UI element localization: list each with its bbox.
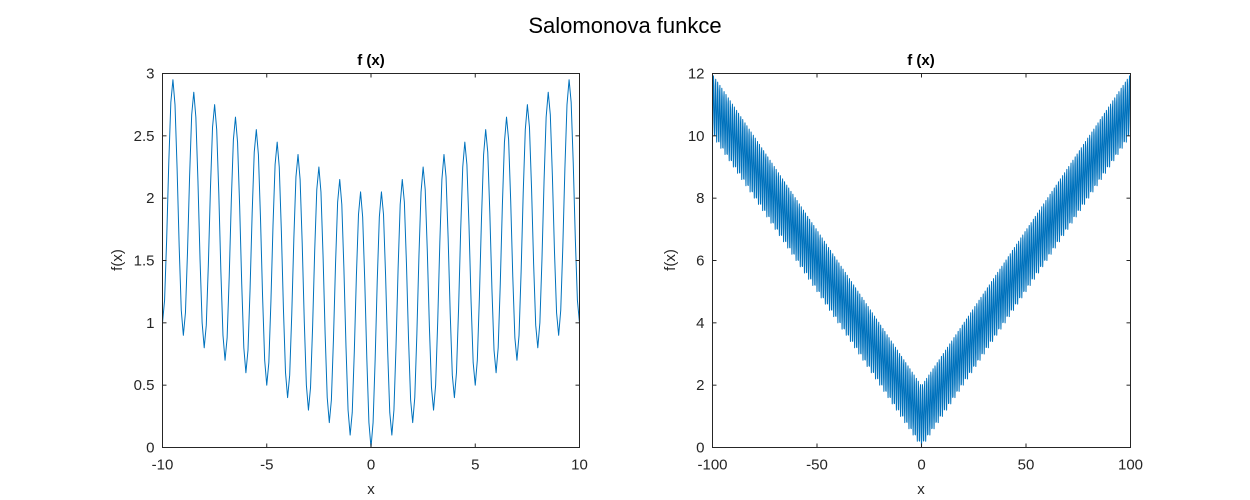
right-series-line — [712, 75, 1131, 448]
left-y-tick-label: 0.5 — [134, 377, 155, 394]
right-plot-x-label: x — [917, 481, 925, 498]
left-plot-x-ticks: -10 -5 0 5 10 — [152, 73, 588, 474]
right-x-tick-label: -100 — [697, 457, 727, 474]
left-plot-axes-box — [162, 73, 580, 448]
left-x-tick-label: -10 — [152, 457, 174, 474]
left-y-tick-label: 1.5 — [134, 253, 155, 270]
right-plot: f (x) -100 -50 0 50 100 0 2 4 6 8 10 12 x f(x) — [662, 52, 1143, 498]
right-plot-axes-box — [712, 73, 1131, 448]
left-y-tick-label: 1 — [146, 315, 154, 332]
right-y-tick-label: 6 — [696, 253, 704, 270]
right-y-tick-label: 2 — [696, 377, 704, 394]
right-y-tick-label: 8 — [696, 190, 704, 207]
right-plot-y-label: f(x) — [662, 249, 679, 271]
left-plot-line — [162, 79, 580, 448]
left-y-tick-label: 2 — [146, 190, 154, 207]
right-plot-x-ticks: -100 -50 0 50 100 — [697, 73, 1143, 474]
left-y-tick-label: 2.5 — [134, 128, 155, 145]
figure-title: Salomonova funkce — [528, 13, 721, 38]
left-plot-title: f (x) — [357, 52, 385, 69]
left-plot-x-label: x — [367, 481, 375, 498]
right-x-tick-label: 100 — [1118, 457, 1143, 474]
right-plot-title: f (x) — [907, 52, 935, 69]
right-plot-line — [712, 75, 1131, 448]
left-plot-y-label: f(x) — [109, 249, 126, 271]
right-x-tick-label: -50 — [806, 457, 828, 474]
right-x-tick-label: 0 — [917, 457, 925, 474]
left-x-tick-label: 10 — [571, 457, 588, 474]
right-y-tick-label: 12 — [688, 66, 705, 83]
left-x-tick-label: 0 — [367, 457, 375, 474]
right-y-tick-label: 4 — [696, 315, 704, 332]
left-y-tick-label: 0 — [146, 440, 154, 457]
right-y-tick-label: 10 — [688, 128, 705, 145]
left-y-tick-label: 3 — [146, 66, 154, 83]
left-x-tick-label: 5 — [471, 457, 479, 474]
left-plot-y-ticks: 0 0.5 1 1.5 2 2.5 3 — [134, 66, 580, 457]
right-y-tick-label: 0 — [696, 440, 704, 457]
left-plot: f (x) -10 -5 0 5 10 0 0.5 1 1.5 2 2.5 3 x f(x) — [109, 52, 588, 498]
left-series-line — [162, 79, 580, 448]
right-x-tick-label: 50 — [1018, 457, 1035, 474]
right-plot-y-ticks: 0 2 4 6 8 10 12 — [688, 66, 1131, 457]
left-x-tick-label: -5 — [260, 457, 273, 474]
